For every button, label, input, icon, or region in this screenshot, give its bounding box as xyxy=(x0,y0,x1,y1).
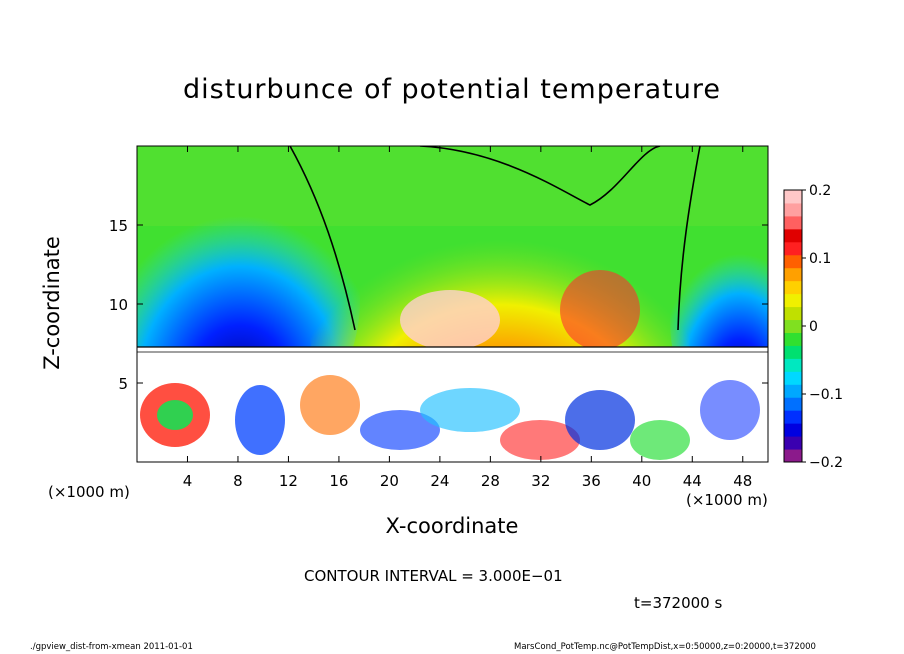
x-tick-label: 44 xyxy=(683,472,702,490)
x-axis: 4 8 12 16 20 24 28 32 36 40 44 48 xyxy=(183,146,752,490)
colorbar-tick-label: −0.1 xyxy=(809,387,843,403)
colorbar-swatch xyxy=(784,280,802,295)
x-tick-label: 16 xyxy=(329,472,348,490)
colorbar-swatch xyxy=(784,254,802,269)
contour-interval-label: CONTOUR INTERVAL = 3.000E−01 xyxy=(304,567,563,585)
colorbar-swatch xyxy=(784,371,802,385)
colorbar-swatch xyxy=(784,358,802,372)
x-tick-label: 24 xyxy=(430,472,449,490)
colorbar-swatch xyxy=(784,267,802,282)
colorbar-swatch xyxy=(784,202,802,217)
colorbar-tick-label: 0 xyxy=(809,319,818,335)
x-tick-label: 8 xyxy=(233,472,243,490)
colorbar-swatch xyxy=(784,241,802,256)
x-unit-label-left: (×1000 m) xyxy=(48,483,130,501)
footer-left: ./gpview_dist-from-xmean 2011-01-01 xyxy=(30,642,193,652)
chart-title: disturbunce of potential temperature xyxy=(183,74,721,105)
x-tick-label: 32 xyxy=(531,472,550,490)
y-tick-label: 15 xyxy=(109,217,128,235)
x-unit-label-right: (×1000 m) xyxy=(686,491,768,509)
colorbar-swatch xyxy=(784,293,802,308)
colorbar-swatch xyxy=(784,345,802,359)
x-tick-label: 40 xyxy=(632,472,651,490)
x-tick-label: 20 xyxy=(380,472,399,490)
x-tick-label: 48 xyxy=(733,472,752,490)
x-tick-label: 4 xyxy=(183,472,193,490)
colorbar-swatch xyxy=(784,436,802,450)
colorbar-swatch xyxy=(784,228,802,243)
colorbar-swatch xyxy=(784,410,802,424)
time-label: t=372000 s xyxy=(634,594,723,612)
colorbar-swatch xyxy=(784,190,802,204)
colorbar-swatch xyxy=(784,449,802,463)
y-axis-label: Z-coordinate xyxy=(40,236,64,370)
colorbar-tick-label: 0.2 xyxy=(809,183,831,199)
heatmap-field xyxy=(137,146,768,462)
colorbar-swatch xyxy=(784,332,802,346)
x-tick-label: 36 xyxy=(582,472,601,490)
colorbar-tick-label: 0.1 xyxy=(809,251,831,267)
colorbar-swatch xyxy=(784,215,802,230)
colorbar: 0.2 0.1 0 −0.1 −0.2 xyxy=(783,183,843,471)
x-tick-label: 28 xyxy=(481,472,500,490)
y-tick-label: 10 xyxy=(109,296,128,314)
footer-right: MarsCond_PotTemp.nc@PotTempDist,x=0:5000… xyxy=(514,642,816,652)
y-axis: 5 10 15 xyxy=(109,217,768,393)
colorbar-swatch xyxy=(784,423,802,437)
colorbar-swatch xyxy=(784,384,802,398)
y-tick-label: 5 xyxy=(118,375,128,393)
x-tick-label: 12 xyxy=(279,472,298,490)
colorbar-swatch xyxy=(784,306,802,321)
colorbar-tick-label: −0.2 xyxy=(809,455,843,471)
colorbar-swatch xyxy=(784,319,802,333)
x-axis-label: X-coordinate xyxy=(385,514,519,538)
colorbar-swatch xyxy=(784,397,802,411)
